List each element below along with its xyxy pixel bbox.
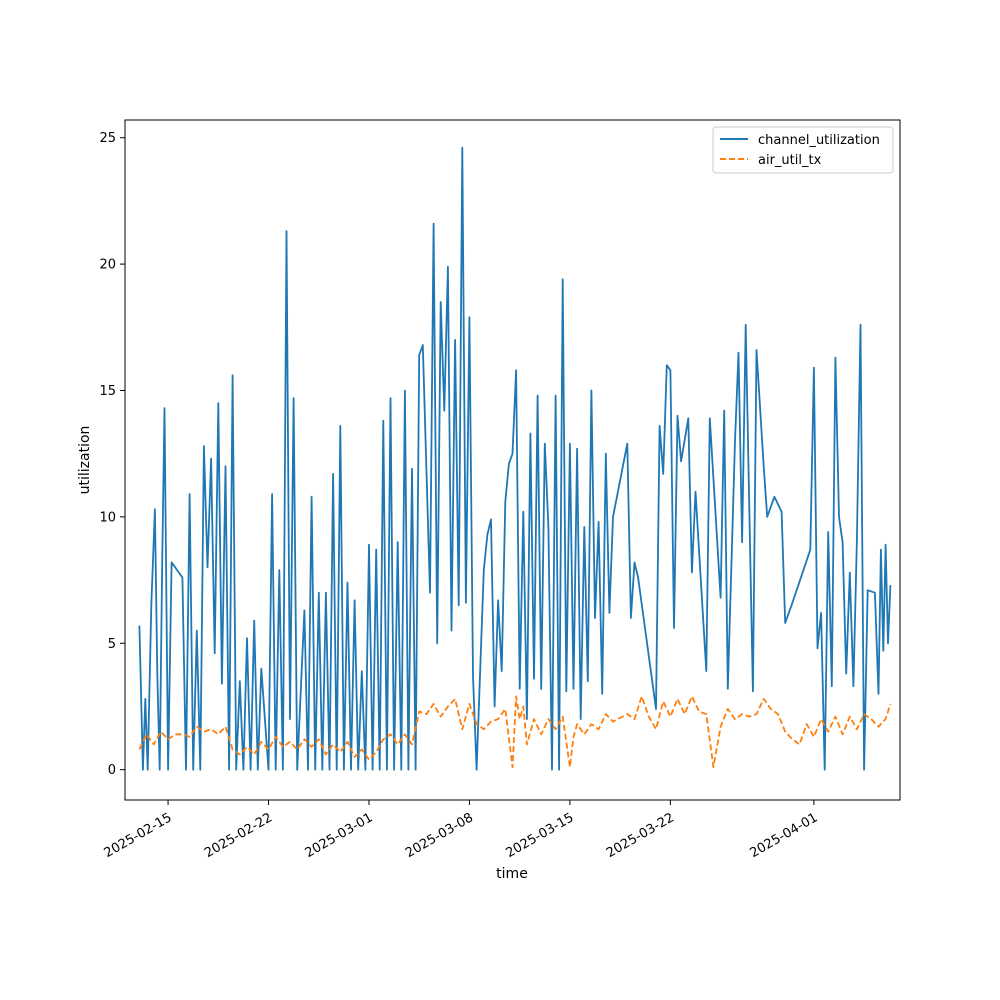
series-line-channel-utilization <box>138 146 892 771</box>
y-axis: 0 5 10 15 20 25 <box>99 131 125 778</box>
y-tick-label: 20 <box>99 258 116 273</box>
plot-area <box>138 146 892 771</box>
legend-box <box>712 126 894 174</box>
y-tick-label: 10 <box>99 510 116 525</box>
x-axis-label: time <box>496 866 528 882</box>
y-axis-label: utilization <box>77 426 93 495</box>
y-tick-label: 25 <box>99 131 116 146</box>
series-line-air-util-tx <box>138 695 892 768</box>
y-tick-label: 5 <box>108 637 116 652</box>
axes-frame <box>124 119 901 801</box>
legend-label-air-util-tx: air_util_tx <box>758 153 822 168</box>
legend-label-channel-utilization: channel_utilization <box>758 133 880 148</box>
y-tick-label: 15 <box>99 384 116 399</box>
legend: channel_utilization air_util_tx <box>712 126 894 174</box>
y-tick-label: 0 <box>108 763 116 778</box>
